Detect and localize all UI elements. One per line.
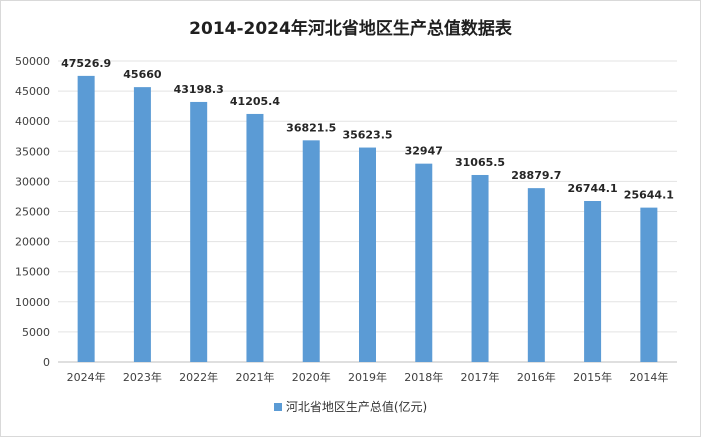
- x-tick-label: 2020年: [292, 370, 331, 384]
- y-tick-label: 45000: [15, 85, 50, 98]
- y-tick-label: 20000: [15, 236, 50, 249]
- x-tick-label: 2019年: [348, 370, 387, 384]
- data-label: 45660: [123, 68, 162, 81]
- data-label: 36821.5: [286, 121, 336, 134]
- y-tick-label: 5000: [22, 326, 50, 339]
- y-tick-label: 25000: [15, 206, 50, 219]
- data-label: 41205.4: [230, 95, 280, 108]
- data-label: 35623.5: [342, 129, 392, 142]
- chart-title: 2014-2024年河北省地区生产总值数据表: [189, 19, 512, 39]
- y-tick-label: 10000: [15, 296, 50, 309]
- x-tick-label: 2016年: [517, 370, 556, 384]
- bar: [415, 163, 433, 362]
- bar: [77, 75, 95, 362]
- bar: [133, 87, 151, 362]
- bar: [640, 207, 658, 362]
- y-axis-ticks: 0 5000 10000 15000 20000 25000 30000 35000 40000…: [15, 55, 50, 369]
- y-tick-label: 40000: [15, 115, 50, 128]
- x-tick-label: 2015年: [573, 370, 612, 384]
- bar: [527, 188, 545, 362]
- data-label: 26744.1: [568, 182, 618, 195]
- data-label: 31065.5: [455, 156, 505, 169]
- x-tick-label: 2024年: [67, 370, 106, 384]
- data-label: 43198.3: [174, 83, 224, 96]
- y-tick-label: 50000: [15, 55, 50, 68]
- legend-label: 河北省地区生产总值(亿元): [285, 400, 428, 414]
- x-axis-ticks: 2024年 2023年 2022年 2021年 2020年 2019年 2018年 2017年…: [67, 370, 669, 384]
- data-labels: 47526.9 45660 43198.3 41205.4 36821.5 35623.5…: [61, 57, 674, 202]
- bar: [190, 101, 208, 363]
- x-tick-label: 2014年: [629, 370, 668, 384]
- data-label: 47526.9: [61, 57, 111, 70]
- bar: [359, 147, 376, 362]
- x-tick-label: 2023年: [123, 370, 162, 384]
- y-tick-label: 30000: [15, 175, 50, 188]
- x-tick-label: 2022年: [179, 370, 218, 384]
- legend: 河北省地区生产总值(亿元): [0, 398, 701, 415]
- bar: [302, 140, 320, 362]
- data-label: 25644.1: [624, 189, 674, 202]
- y-tick-label: 35000: [15, 145, 50, 158]
- data-label: 28879.7: [511, 169, 561, 182]
- bar: [471, 174, 489, 362]
- bars: [77, 75, 658, 363]
- legend-swatch: [273, 402, 282, 411]
- x-tick-label: 2018年: [404, 370, 443, 384]
- x-tick-label: 2017年: [461, 370, 500, 384]
- y-tick-label: 0: [43, 356, 50, 369]
- data-label: 32947: [405, 145, 443, 158]
- x-tick-label: 2021年: [235, 370, 274, 384]
- bar: [584, 201, 602, 362]
- bar: [246, 113, 264, 363]
- y-tick-label: 15000: [15, 266, 50, 279]
